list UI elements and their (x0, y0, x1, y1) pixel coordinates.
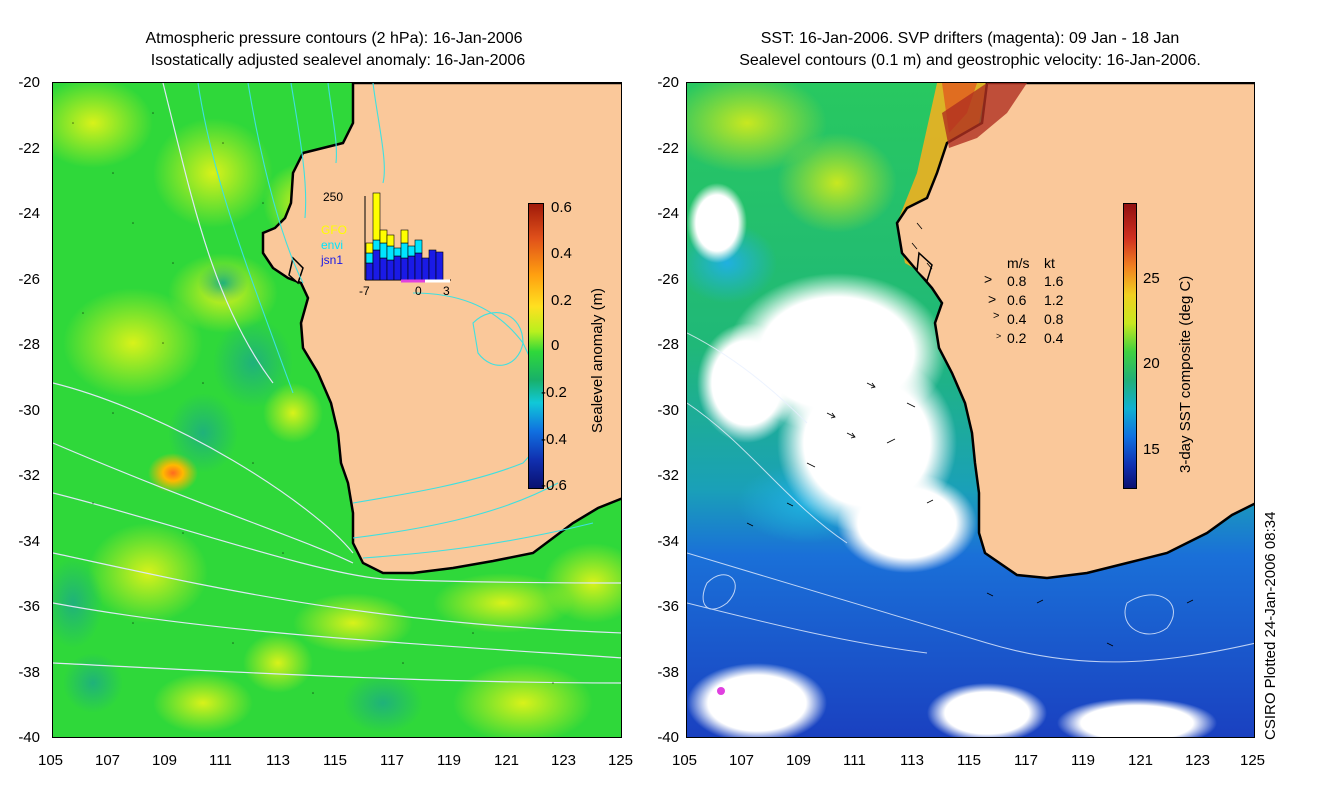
left-cb-tick-4: -0.2 (541, 384, 567, 401)
velocity-legend-kt-1: 1.2 (1044, 292, 1064, 308)
left-cb-tick-3: 0 (551, 337, 560, 354)
left-ytick-5: -30 (18, 402, 40, 419)
left-xtick-5: 115 (323, 752, 347, 769)
right-ytick-9: -38 (657, 664, 679, 681)
left-xtick-10: 125 (608, 752, 634, 769)
left-xtick-6: 117 (380, 752, 404, 769)
right-xtick-10: 125 (1240, 752, 1266, 769)
plot-footer: CSIRO Plotted 24-Jan-2006 08:34 (1262, 511, 1279, 740)
left-xtick-3: 111 (209, 752, 232, 769)
left-ytick-4: -28 (18, 336, 40, 353)
left-ytick-9: -38 (18, 664, 40, 681)
right-colorbar (1123, 203, 1137, 489)
right-ytick-4: -28 (657, 336, 679, 353)
left-xtick-4: 113 (266, 752, 290, 769)
left-map-panel: 250 GFO envi jsn1 -7 0 3 (52, 82, 622, 738)
right-cb-tick-15: 15 (1143, 441, 1160, 458)
right-xtick-7: 119 (1071, 752, 1095, 769)
right-ytick-8: -36 (657, 598, 679, 615)
velocity-legend-ms-3: 0.2 (1007, 330, 1027, 346)
velocity-legend-arrow-1: > (988, 291, 997, 307)
left-colorbar (528, 203, 544, 489)
right-ytick-1: -22 (657, 140, 679, 157)
inset-histogram: 250 GFO envi jsn1 -7 0 3 (315, 188, 465, 298)
right-xtick-8: 121 (1128, 752, 1154, 769)
inset-legend-gfo: GFO (321, 223, 347, 237)
left-title-line2: Isostatically adjusted sealevel anomaly:… (150, 52, 526, 69)
inset-legend-jsn1: jsn1 (321, 253, 344, 267)
right-title-line2: Sealevel contours (0.1 m) and geostrophi… (739, 52, 1201, 69)
right-colorbar-label: 3-day SST composite (deg C) (1177, 275, 1194, 473)
left-ytick-1: -22 (18, 140, 40, 157)
velocity-legend-arrow-3: > (996, 331, 1002, 341)
left-xtick-8: 121 (494, 752, 520, 769)
right-xtick-9: 123 (1185, 752, 1211, 769)
left-title-line1: Atmospheric pressure contours (2 hPa): 1… (145, 30, 523, 47)
left-cb-tick-5: -0.4 (541, 431, 567, 448)
inset-ymax-label: 250 (323, 190, 344, 204)
right-ytick-5: -30 (657, 402, 679, 419)
velocity-legend-header-ms: m/s (1007, 255, 1030, 271)
left-cb-tick-0: 0.6 (551, 199, 572, 216)
right-xtick-5: 115 (957, 752, 981, 769)
left-ytick-10: -40 (18, 729, 40, 746)
inset-xtick-zero: 0 (415, 284, 422, 298)
inset-bars (364, 192, 451, 283)
left-colorbar-label: Sealevel anomaly (m) (589, 287, 606, 433)
left-xtick-9: 123 (551, 752, 577, 769)
left-ytick-7: -34 (18, 533, 40, 550)
left-ytick-8: -36 (18, 598, 40, 615)
velocity-legend-header-kt: kt (1044, 255, 1055, 271)
right-cb-tick-20: 20 (1143, 355, 1160, 372)
right-ytick-0: -20 (657, 74, 679, 91)
velocity-legend-arrow-2: > (993, 310, 1000, 322)
velocity-legend: m/s kt > 0.8 1.6 > 0.6 1.2 > 0.4 0.8 > 0… (982, 255, 1092, 355)
right-xtick-1: 107 (729, 752, 755, 769)
right-ytick-10: -40 (657, 729, 679, 746)
left-ytick-3: -26 (18, 271, 40, 288)
left-xtick-1: 107 (95, 752, 121, 769)
left-xtick-0: 105 (38, 752, 64, 769)
velocity-legend-kt-2: 0.8 (1044, 311, 1064, 327)
velocity-legend-arrow-0: > (984, 271, 993, 287)
velocity-legend-ms-1: 0.6 (1007, 292, 1027, 308)
velocity-legend-kt-0: 1.6 (1044, 273, 1064, 289)
sst-map (687, 83, 1254, 737)
right-xtick-4: 113 (900, 752, 924, 769)
right-xtick-0: 105 (672, 752, 698, 769)
right-xtick-2: 109 (786, 752, 812, 769)
right-cb-tick-25: 25 (1143, 270, 1160, 287)
velocity-legend-kt-3: 0.4 (1044, 330, 1064, 346)
inset-xtick-min: -7 (359, 284, 370, 298)
right-xtick-3: 111 (843, 752, 866, 769)
left-cb-tick-1: 0.4 (551, 245, 572, 262)
left-xtick-2: 109 (152, 752, 178, 769)
inset-legend-envi: envi (321, 238, 344, 252)
left-ytick-2: -24 (18, 205, 40, 222)
right-xtick-6: 117 (1014, 752, 1038, 769)
right-ytick-7: -34 (657, 533, 679, 550)
left-ytick-0: -20 (18, 74, 40, 91)
left-xtick-7: 119 (437, 752, 461, 769)
right-ytick-2: -24 (657, 205, 679, 222)
right-map-panel: m/s kt > 0.8 1.6 > 0.6 1.2 > 0.4 0.8 > 0… (686, 82, 1255, 738)
left-ytick-6: -32 (18, 467, 40, 484)
velocity-legend-ms-2: 0.4 (1007, 311, 1027, 327)
inset-xtick-max: 3 (443, 284, 450, 298)
right-ytick-6: -32 (657, 467, 679, 484)
drifter-marker (717, 687, 725, 695)
left-cb-tick-2: 0.2 (551, 292, 572, 309)
left-cb-tick-6: -0.6 (541, 477, 567, 494)
velocity-legend-ms-0: 0.8 (1007, 273, 1027, 289)
right-title-line1: SST: 16-Jan-2006. SVP drifters (magenta)… (760, 30, 1180, 47)
right-ytick-3: -26 (657, 271, 679, 288)
